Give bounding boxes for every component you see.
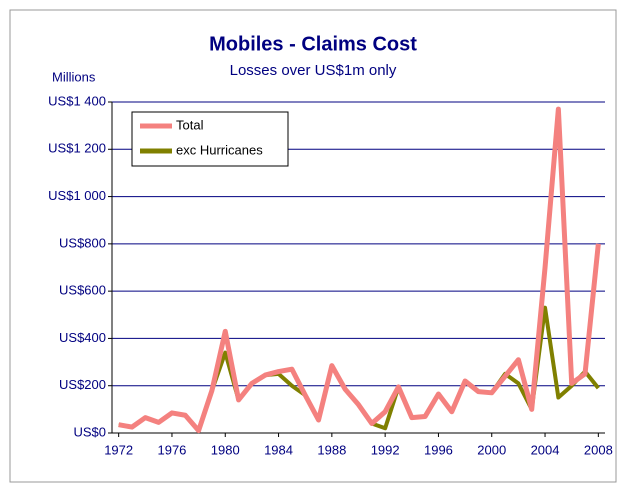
legend-label: exc Hurricanes [176,142,263,157]
y-tick-label: US$400 [59,330,106,345]
y-tick-label: US$0 [73,424,106,439]
y-tick-label: US$1 000 [48,188,106,203]
chart-subtitle: Losses over US$1m only [230,62,397,79]
y-tick-label: US$200 [59,377,106,392]
x-tick-label: 1988 [317,442,346,457]
x-tick-label: 1980 [211,442,240,457]
x-tick-label: 1996 [424,442,453,457]
x-tick-label: 1992 [371,442,400,457]
legend-box [131,111,289,167]
x-tick-label: 1972 [104,442,133,457]
x-tick-label: 1976 [157,442,186,457]
x-tick-label: 1984 [264,442,293,457]
y-unit: Millions [52,69,96,84]
series-line [118,305,600,433]
y-tick-label: US$1 200 [48,141,106,156]
y-tick-label: US$1 400 [48,93,106,108]
x-tick-label: 2008 [584,442,613,457]
y-tick-label: US$600 [59,283,106,298]
series-line [118,106,601,434]
chart-border [9,9,617,483]
legend-label: Total [176,117,204,132]
x-tick-label: 2000 [477,442,506,457]
y-tick-label: US$800 [59,235,106,250]
x-tick-label: 2004 [531,442,560,457]
chart-title: Mobiles - Claims Cost [209,33,417,55]
